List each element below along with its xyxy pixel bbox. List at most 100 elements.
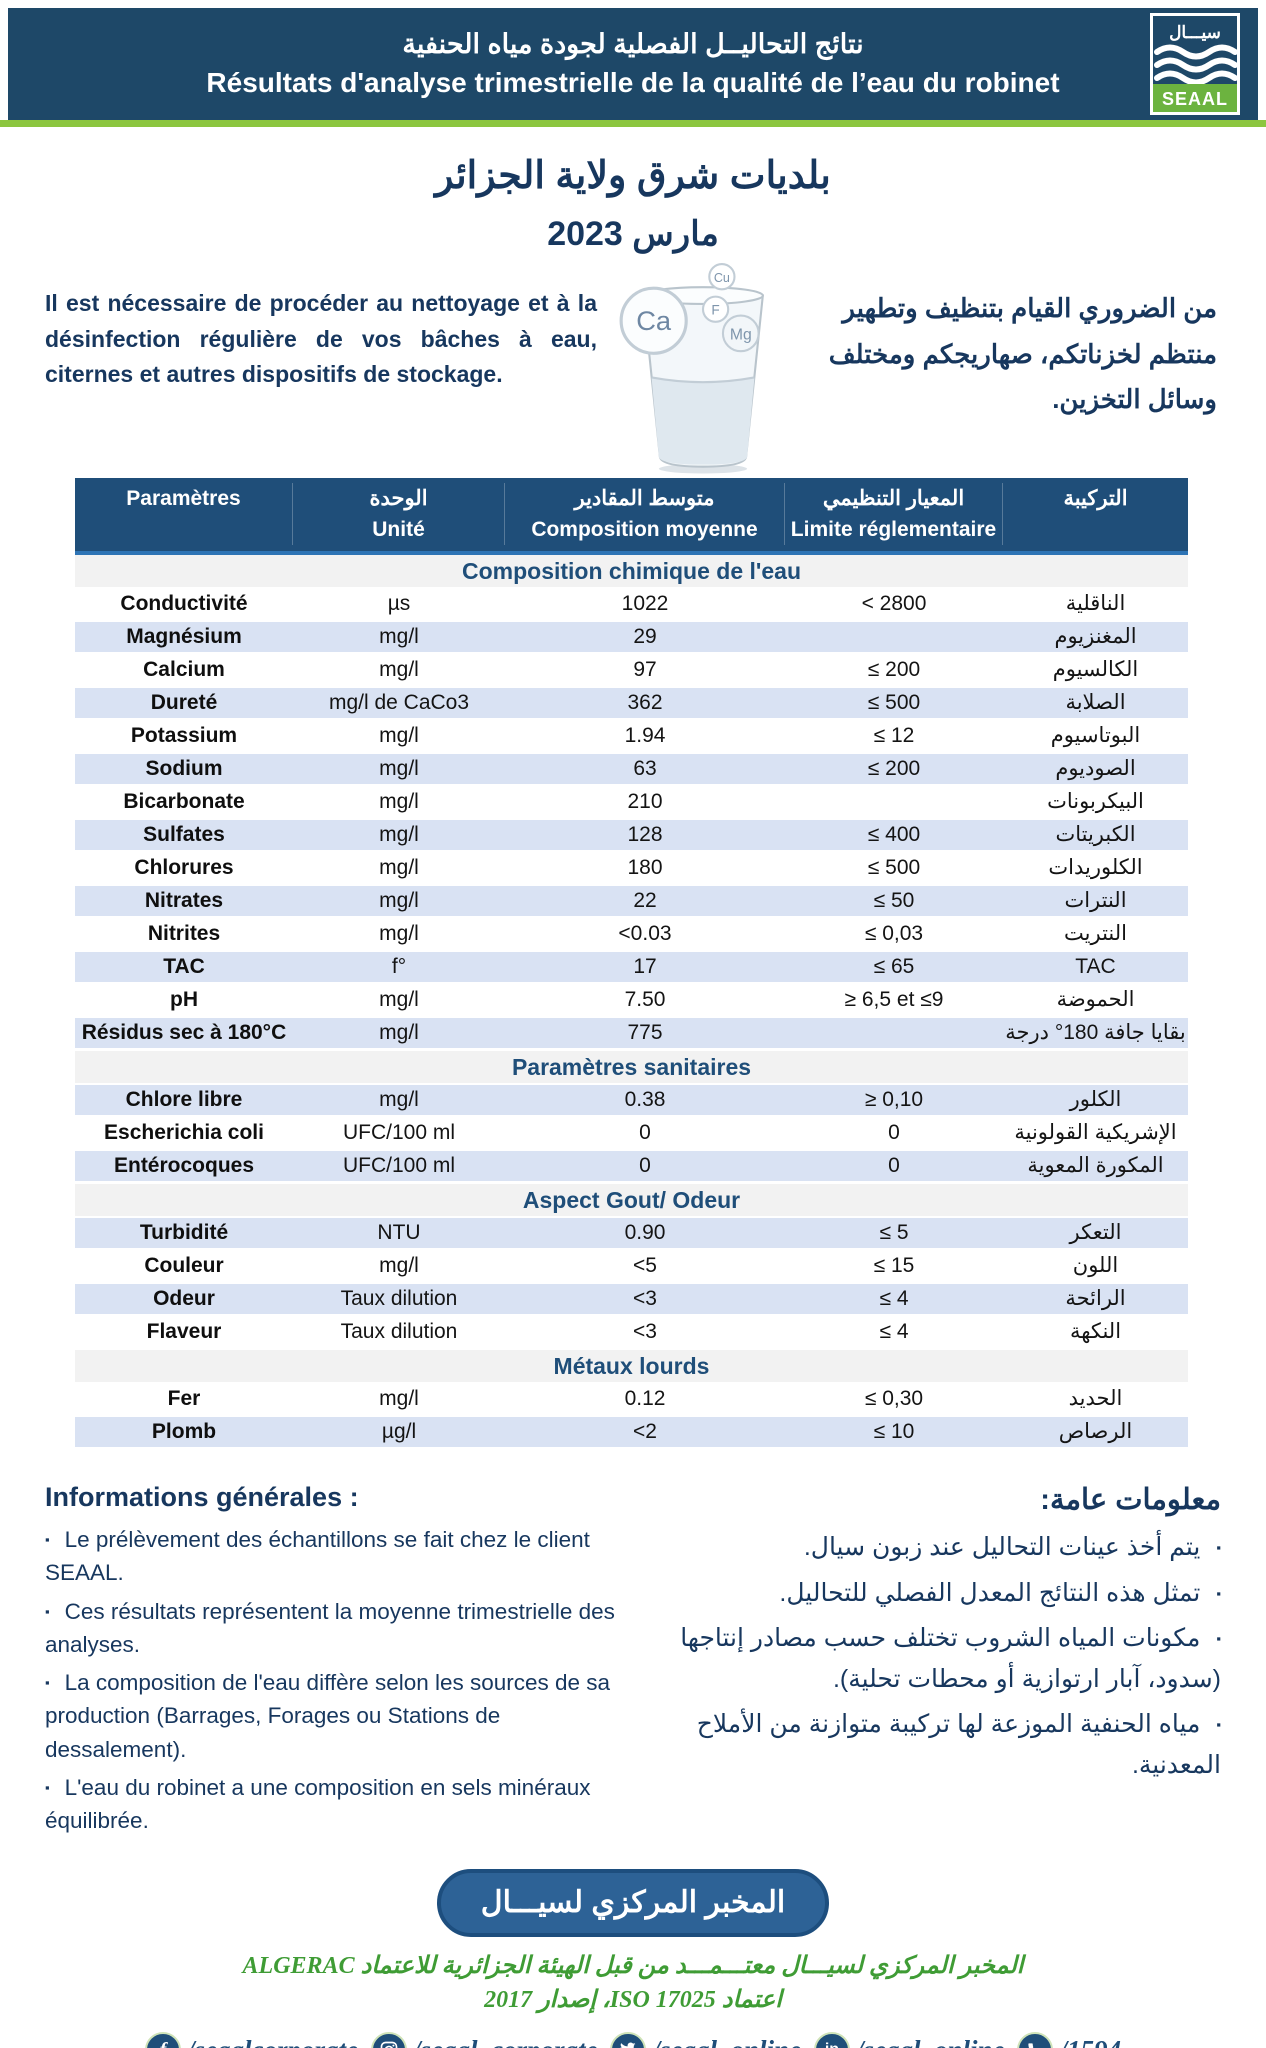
info-bullet: ▪ L'eau du robinet a une composition en s… bbox=[45, 1775, 591, 1834]
unit-cell: mg/l bbox=[379, 658, 419, 681]
notice-arabic: من الضروري القيام بتنظيف وتطهير منتظم لخ… bbox=[828, 293, 1217, 414]
info-arabic: معلومات عامة: ▪يتم أخذ عينات التحاليل عن… bbox=[666, 1482, 1221, 1843]
info-bullet: ▪مياه الحنفية الموزعة لها تركيبة متوازنة… bbox=[696, 1710, 1221, 1779]
general-information: Informations générales : ▪ Le prélèvement… bbox=[45, 1482, 1221, 1843]
col-header-limite-reglementaire: المعيار التنظيمي Limite réglementaire bbox=[785, 483, 1003, 545]
limit-cell: ≤ 0,03 bbox=[864, 922, 924, 945]
param-cell: Magnésium bbox=[126, 625, 242, 648]
unit-cell: mg/l bbox=[379, 1088, 419, 1111]
value-cell: 0.90 bbox=[624, 1221, 666, 1244]
unit-cell: mg/l bbox=[379, 1021, 419, 1044]
table-row: Potassium mg/l 1.94 ≤ 12 البوتاسيوم bbox=[75, 721, 1188, 754]
table-row: Fer mg/l 0.12 ≤ 0,30 الحديد bbox=[75, 1384, 1188, 1417]
value-cell: <3 bbox=[633, 1320, 657, 1343]
region-title: بلديات شرق ولاية الجزائر bbox=[435, 155, 831, 197]
table-row: Dureté mg/l de CaCo3 362 ≤ 500 الصلابة bbox=[75, 688, 1188, 721]
arabic-name-cell: الكلوريدات bbox=[1048, 856, 1143, 879]
value-cell: 97 bbox=[633, 658, 657, 681]
limit-cell: ≥ 0,10 bbox=[864, 1088, 924, 1111]
table-row: Odeur Taux dilution <3 ≤ 4 الرائحة bbox=[75, 1284, 1188, 1317]
value-cell: 22 bbox=[633, 889, 657, 912]
info-french-title: Informations générales : bbox=[45, 1482, 359, 1512]
limit-cell: 0 bbox=[888, 1154, 900, 1177]
unit-cell: Taux dilution bbox=[340, 1320, 458, 1343]
period-title: مارس 2023 bbox=[547, 215, 719, 253]
table-row: Sodium mg/l 63 ≤ 200 الصوديوم bbox=[75, 754, 1188, 787]
param-cell: Odeur bbox=[153, 1287, 215, 1310]
instagram-icon bbox=[370, 2032, 407, 2048]
table-section-header: Composition chimique de l'eau bbox=[75, 555, 1188, 589]
param-cell: Sodium bbox=[145, 757, 223, 780]
arabic-name-cell: اللون bbox=[1072, 1254, 1119, 1277]
col-header-composition-ar: التركيبة bbox=[1063, 487, 1128, 510]
arabic-name-cell: النتريت bbox=[1064, 922, 1127, 945]
value-cell: <0.03 bbox=[618, 922, 672, 945]
header-title-french: Résultats d'analyse trimestrielle de la … bbox=[206, 67, 1060, 98]
param-cell: pH bbox=[170, 988, 198, 1011]
water-glass-icon: Cu Ca F Mg bbox=[619, 263, 764, 474]
table-row: Plomb µg/l <2 ≤ 10 الرصاص bbox=[75, 1417, 1188, 1450]
value-cell: <2 bbox=[633, 1420, 657, 1443]
limit-cell: ≤ 200 bbox=[867, 658, 921, 681]
mineral-ca-label: Ca bbox=[636, 305, 672, 336]
info-bullet: ▪ Le prélèvement des échantillons se fait… bbox=[45, 1527, 590, 1586]
info-french: Informations générales : ▪ Le prélèvement… bbox=[45, 1482, 620, 1843]
value-cell: 29 bbox=[633, 625, 657, 648]
table-row: Nitrites mg/l <0.03 ≤ 0,03 النتريت bbox=[75, 919, 1188, 952]
arabic-name-cell: الصلابة bbox=[1065, 691, 1126, 714]
facebook-icon: f bbox=[144, 2032, 181, 2048]
twitter-icon bbox=[610, 2032, 647, 2048]
limit-cell: ≥ 6,5 et ≤9 bbox=[844, 988, 944, 1011]
table-row: pH mg/l 7.50 ≥ 6,5 et ≤9 الحموضة bbox=[75, 985, 1188, 1018]
value-cell: 210 bbox=[627, 790, 663, 813]
unit-cell: mg/l de CaCo3 bbox=[328, 691, 470, 714]
arabic-name-cell: الإشريكية القولونية bbox=[1014, 1121, 1177, 1144]
logo-arabic-text: سيـــال bbox=[1169, 23, 1221, 42]
bullet-marker-icon: ▪ bbox=[45, 1675, 50, 1691]
table-row: Sulfates mg/l 128 ≤ 400 الكبريتات bbox=[75, 820, 1188, 853]
arabic-name-cell: الناقلية bbox=[1065, 592, 1126, 615]
table-body: Composition chimique de l'eau Conductivit… bbox=[75, 555, 1188, 1450]
unit-cell: mg/l bbox=[379, 856, 419, 879]
param-cell: Flaveur bbox=[146, 1320, 222, 1343]
limit-cell: ≤ 500 bbox=[867, 856, 921, 879]
unit-cell: mg/l bbox=[379, 889, 419, 912]
social-handle: /seaal_online bbox=[652, 2035, 801, 2048]
arabic-name-cell: البوتاسيوم bbox=[1050, 724, 1141, 747]
social-link: /seaal_online bbox=[610, 2032, 801, 2048]
social-link: f/seaalcorporate bbox=[144, 2032, 358, 2048]
social-link: /1594 bbox=[1017, 2032, 1121, 2048]
value-cell: 362 bbox=[627, 691, 663, 714]
unit-cell: UFC/100 ml bbox=[342, 1154, 456, 1177]
param-cell: Potassium bbox=[130, 724, 238, 747]
unit-cell: UFC/100 ml bbox=[342, 1121, 456, 1144]
water-glass-illustration: Cu Ca F Mg bbox=[597, 262, 809, 474]
unit-cell: mg/l bbox=[379, 922, 419, 945]
param-cell: Escherichia coli bbox=[104, 1121, 264, 1144]
table-section-header: Métaux lourds bbox=[75, 1350, 1188, 1384]
limit-cell: ≤ 10 bbox=[873, 1420, 915, 1443]
phone-icon bbox=[1017, 2032, 1054, 2048]
table-row: Chlore libre mg/l 0.38 ≥ 0,10 الكلور bbox=[75, 1085, 1188, 1118]
value-cell: 0.12 bbox=[624, 1387, 666, 1410]
table-row: Couleur mg/l <5 ≤ 15 اللون bbox=[75, 1251, 1188, 1284]
param-cell: Fer bbox=[167, 1387, 201, 1410]
param-cell: Chlorures bbox=[134, 856, 234, 879]
table-row: Bicarbonate mg/l 210 البيكربونات bbox=[75, 787, 1188, 820]
param-cell: Résidus sec à 180°C bbox=[81, 1021, 287, 1044]
arabic-name-cell: TAC bbox=[1075, 955, 1116, 978]
unit-cell: mg/l bbox=[379, 724, 419, 747]
info-bullet: ▪تمثل هذه النتائج المعدل الفصلي للتحاليل… bbox=[779, 1578, 1221, 1607]
param-cell: Nitrates bbox=[144, 889, 224, 912]
param-cell: Chlore libre bbox=[125, 1088, 243, 1111]
value-cell: 0 bbox=[639, 1154, 651, 1177]
unit-cell: NTU bbox=[377, 1221, 421, 1244]
limit-cell: ≤ 400 bbox=[867, 823, 921, 846]
header-title-arabic: نتائج التحاليــل الفصلية لجودة مياه الحن… bbox=[402, 29, 864, 59]
table-row: Conductivité µs 1022 < 2800 الناقلية bbox=[75, 589, 1188, 622]
social-handle: /1594 bbox=[1059, 2035, 1121, 2048]
col-header-composition-moyenne: متوسط المقادير Composition moyenne bbox=[505, 483, 785, 545]
table-section-header: Aspect Gout/ Odeur bbox=[75, 1184, 1188, 1218]
table-row: Chlorures mg/l 180 ≤ 500 الكلوريدات bbox=[75, 853, 1188, 886]
